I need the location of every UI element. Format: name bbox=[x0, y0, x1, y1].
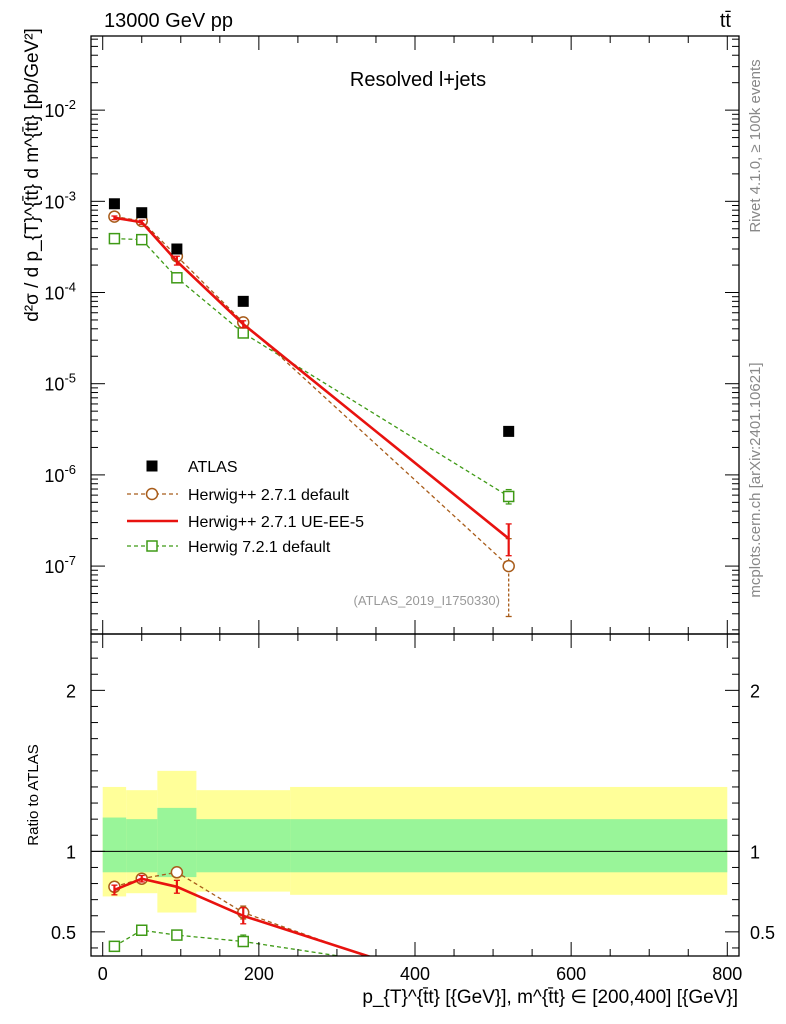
ratio-y-tick-label-right: 2 bbox=[750, 681, 760, 701]
y-tick-label: 10-6 bbox=[44, 462, 76, 486]
main-atlas-point bbox=[503, 425, 515, 437]
main-atlas-point bbox=[136, 207, 148, 219]
main-herwigpp_default-point bbox=[502, 559, 515, 573]
ratio-herwig721-point bbox=[171, 929, 183, 941]
main-herwig721-point bbox=[237, 327, 249, 339]
legend-label-herwigpp_default: Herwig++ 2.7.1 default bbox=[188, 487, 350, 504]
ratio-axis-label: Ratio to ATLAS bbox=[25, 744, 42, 845]
x-axis-label: p_{T}^{t̄t} [{GeV}], m^{t̄t} ∈ [200,400]… bbox=[362, 987, 738, 1008]
uncertainty-band-inner bbox=[102, 817, 127, 873]
ratio-y-tick-label-right: 1 bbox=[750, 842, 760, 862]
ratio-y-tick-label: 1 bbox=[66, 842, 76, 862]
ratio-y-tick-label: 2 bbox=[66, 681, 76, 701]
y-tick-label: 10-3 bbox=[44, 188, 76, 212]
ratio-herwig721-line bbox=[114, 929, 344, 956]
main-atlas-point bbox=[171, 243, 183, 255]
y-axis-label: d²σ / d p_{T}^{t̄t} d m^{t̄t} [pb/GeV²] bbox=[22, 28, 43, 322]
x-tick-label: 400 bbox=[400, 964, 430, 984]
legend-label-atlas: ATLAS bbox=[188, 459, 238, 476]
legend-label-herwigpp_ueee5: Herwig++ 2.7.1 UE-EE-5 bbox=[188, 514, 364, 531]
x-tick-label: 0 bbox=[98, 964, 108, 984]
reference-label: (ATLAS_2019_I1750330) bbox=[354, 593, 500, 608]
uncertainty-band-inner bbox=[196, 819, 291, 873]
uncertainty-band-inner bbox=[290, 819, 728, 873]
main-plot-series bbox=[108, 198, 515, 618]
ratio-plot-series bbox=[108, 866, 514, 987]
process-label: tt̄ bbox=[720, 10, 732, 32]
ratio-y-tick-label: 0.5 bbox=[51, 923, 76, 943]
y-tick-label: 10-5 bbox=[44, 371, 76, 395]
x-tick-label: 600 bbox=[556, 964, 586, 984]
x-tick-label: 800 bbox=[712, 964, 742, 984]
y-tick-label: 10-4 bbox=[44, 280, 76, 304]
ratio-herwigpp_default-point bbox=[170, 866, 184, 879]
legend-label-herwig721: Herwig 7.2.1 default bbox=[188, 539, 331, 556]
ratio-bands bbox=[102, 770, 728, 913]
plot-title: Resolved l+jets bbox=[350, 69, 486, 91]
y-tick-label: 10-7 bbox=[44, 553, 76, 577]
y-tick-label: 10-2 bbox=[44, 97, 76, 121]
uncertainty-band-inner bbox=[157, 807, 197, 878]
ratio-y-tick-label-right: 0.5 bbox=[750, 923, 775, 943]
axes: 10-7 10-6 10-5 10-4 10-3 10-2 0 200 400 600 800 0.5… bbox=[44, 36, 775, 984]
ratio-herwig721-point bbox=[237, 935, 249, 948]
ratio-herwig721-point bbox=[108, 940, 121, 953]
legend-marker-herwig721 bbox=[146, 540, 158, 552]
rivet-label: Rivet 4.1.0, ≥ 100k events bbox=[747, 59, 764, 232]
legend-marker-atlas bbox=[146, 460, 158, 472]
x-tick-label: 200 bbox=[244, 964, 274, 984]
energy-label: 13000 GeV pp bbox=[104, 10, 233, 32]
main-atlas-point bbox=[237, 295, 249, 307]
main-herwig721-point bbox=[171, 272, 183, 284]
legend-marker-herwigpp_default bbox=[145, 487, 159, 501]
uncertainty-band-inner bbox=[126, 819, 158, 873]
mcplots-label: mcplots.cern.ch [arXiv:2401.10621] bbox=[747, 362, 764, 597]
main-herwig721-point bbox=[502, 490, 515, 503]
main-herwig721-point bbox=[135, 233, 148, 246]
legend: ATLAS Herwig++ 2.7.1 default Herwig++ 2.7.… bbox=[127, 459, 364, 556]
ratio-herwig721-point bbox=[135, 924, 148, 936]
main-herwig721-point bbox=[108, 232, 121, 245]
ratio-herwig721-point bbox=[504, 977, 514, 987]
main-atlas-point bbox=[108, 198, 120, 210]
